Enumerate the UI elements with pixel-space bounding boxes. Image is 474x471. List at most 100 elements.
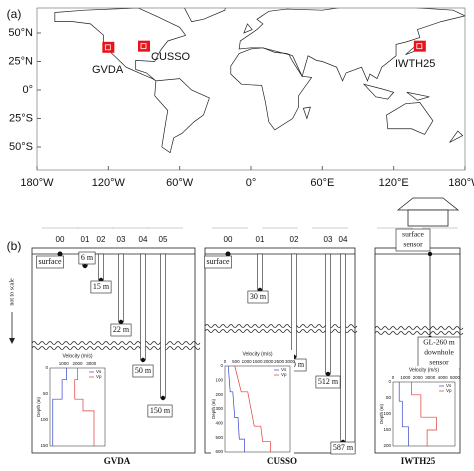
label: 1000 xyxy=(242,359,253,364)
label: 3000 xyxy=(425,375,436,380)
label: 1500 xyxy=(252,359,263,364)
continent xyxy=(302,106,311,120)
label: 03 xyxy=(324,235,333,244)
sensor xyxy=(427,251,433,257)
surface-sensor xyxy=(57,251,63,257)
label: 05 xyxy=(159,235,168,244)
label: 02 xyxy=(290,235,299,244)
label: 300 xyxy=(215,406,223,411)
label: 00 xyxy=(224,235,233,244)
label-box xyxy=(147,404,173,418)
site-icon xyxy=(140,43,147,50)
label: 0 xyxy=(224,359,227,364)
label: (a) xyxy=(7,7,22,21)
label: 5000 xyxy=(450,375,461,380)
label: 200 xyxy=(215,392,223,397)
label: 25°N xyxy=(8,55,33,67)
site-marker xyxy=(138,40,150,52)
label: 01 xyxy=(81,235,90,244)
label: 100 xyxy=(383,411,391,416)
break-line xyxy=(374,331,464,335)
label: 30 m xyxy=(250,292,267,301)
shelter xyxy=(407,209,449,227)
label: 512 m xyxy=(318,377,339,386)
label: Vs xyxy=(446,383,452,388)
borehole xyxy=(325,253,331,375)
label: 03 xyxy=(117,235,126,244)
not-to-scale: not to scale xyxy=(9,278,15,306)
label: 0° xyxy=(22,84,33,96)
label: Vp xyxy=(96,374,102,379)
label: 3000 xyxy=(285,359,296,364)
label: 15 m xyxy=(93,282,110,291)
borehole xyxy=(118,253,124,323)
label: 260 m xyxy=(284,360,305,369)
label: 2000 xyxy=(413,375,424,380)
label: 0 xyxy=(220,363,223,368)
label: 150 xyxy=(40,443,48,448)
label: 04 xyxy=(339,235,348,244)
label: 4000 xyxy=(438,375,449,380)
label: 0° xyxy=(246,177,257,189)
label: 2000 xyxy=(263,359,274,364)
label: 50°S xyxy=(9,141,33,153)
label-box xyxy=(330,441,356,455)
label: 50 xyxy=(43,391,49,396)
label: 25°S xyxy=(9,112,33,124)
sensor xyxy=(160,395,166,401)
label: 00 xyxy=(56,235,65,244)
velocity-profile xyxy=(227,365,245,452)
inset-ylabel: Depth (m) xyxy=(36,397,41,418)
site-icon xyxy=(416,43,423,50)
label: 04 xyxy=(139,235,148,244)
label: sensor xyxy=(429,358,449,367)
label-box xyxy=(110,323,132,337)
surface-sensor xyxy=(225,251,231,257)
inset-bg xyxy=(379,366,459,450)
label: IWTH25 xyxy=(401,456,436,466)
borehole xyxy=(291,253,297,358)
label: 50 m xyxy=(135,366,152,375)
inset-axes xyxy=(392,381,456,447)
continent xyxy=(154,78,210,154)
label-box xyxy=(78,251,96,265)
break-line xyxy=(31,346,201,350)
label: 150 xyxy=(383,427,391,432)
break-line xyxy=(204,329,358,333)
label-box xyxy=(395,228,431,252)
label-box xyxy=(417,336,461,370)
world-map xyxy=(36,7,466,171)
break-line xyxy=(204,324,358,328)
label: 60°W xyxy=(166,177,194,189)
label: downhole xyxy=(424,348,454,357)
label: 3000 xyxy=(86,361,97,366)
inset-bg xyxy=(36,352,109,450)
site-icon xyxy=(104,44,111,51)
label: Vp xyxy=(446,388,452,393)
label: CUSSO xyxy=(151,51,191,63)
inset-ylabel: Depth (m) xyxy=(379,404,384,425)
continent xyxy=(362,83,395,100)
inset-ylabel: Depth (m) xyxy=(211,399,216,420)
label: 0 xyxy=(45,365,48,370)
label: 400 xyxy=(215,421,223,426)
label-box xyxy=(204,255,232,269)
site-box xyxy=(31,247,196,454)
velocity-profile xyxy=(234,365,271,452)
label: 50°N xyxy=(8,27,33,39)
borehole xyxy=(140,253,146,361)
label: 100 xyxy=(215,378,223,383)
land xyxy=(54,8,465,154)
label: 120°E xyxy=(379,177,409,189)
label-box xyxy=(315,375,341,389)
label: 150 m xyxy=(150,406,171,415)
continent xyxy=(406,91,430,101)
label: GVDA xyxy=(104,456,131,466)
label: 2000 xyxy=(72,361,83,366)
label-box xyxy=(247,290,269,304)
label: IWTH25 xyxy=(395,58,435,70)
borehole xyxy=(160,253,166,399)
label: Velocity (m/s) xyxy=(62,353,92,359)
label: CUSSO xyxy=(267,456,297,466)
